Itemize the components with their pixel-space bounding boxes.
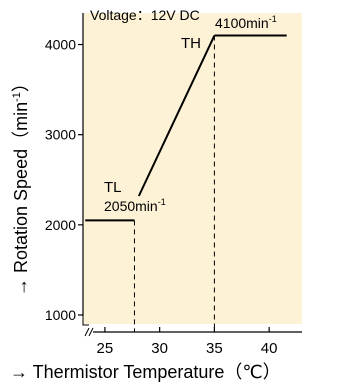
- x-tick-label-25: 25: [97, 340, 114, 357]
- th-label: TH: [181, 35, 201, 52]
- speed-curve: [85, 34, 287, 222]
- tick-labels: 1000 2000 3000 4000 25 30 35 40: [45, 37, 278, 357]
- y-tick-label-2000: 2000: [45, 217, 76, 233]
- plot-background: [83, 13, 302, 324]
- x-axis-break: [84, 327, 94, 337]
- x-tick-label-40: 40: [261, 340, 278, 357]
- tl-label: TL: [104, 179, 122, 196]
- y-axis-break: [82, 316, 89, 326]
- y-tick-label-4000: 4000: [45, 37, 76, 53]
- x-tick-label-30: 30: [151, 340, 168, 357]
- dashed-guides: [133, 35, 215, 332]
- th-value-label: 4100min-1: [215, 14, 277, 31]
- y-tick-label-3000: 3000: [45, 127, 76, 143]
- x-tick-label-35: 35: [206, 340, 223, 357]
- axis-break-marks: [82, 316, 94, 337]
- x-axis-title: → Thermistor Temperature（℃）: [10, 362, 281, 382]
- tl-value-label: 2050min-1: [104, 197, 166, 214]
- y-tick-label-1000: 1000: [45, 307, 76, 323]
- y-axis-title: → Rotation Speed（min-1）: [11, 74, 31, 296]
- curve-segment-2: [137, 35, 216, 197]
- voltage-note: Voltage：12V DC: [90, 7, 200, 23]
- tick-marks: [78, 43, 270, 332]
